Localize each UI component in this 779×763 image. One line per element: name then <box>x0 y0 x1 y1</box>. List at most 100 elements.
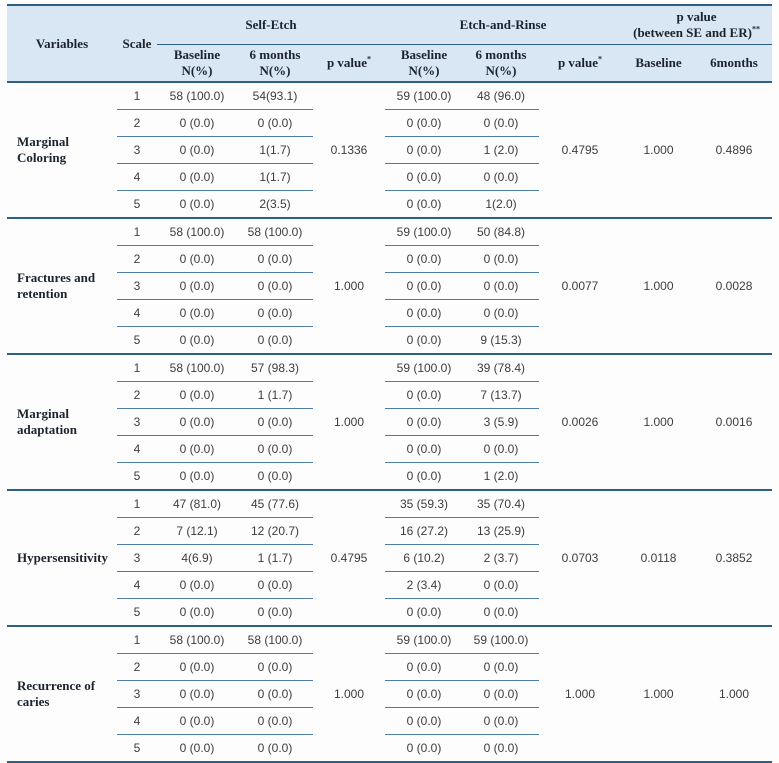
se-baseline-cell: 7 (12.1) <box>157 517 237 545</box>
se-p-value-cell: 1.000 <box>313 353 385 490</box>
table-row: Marginal Coloring 1 58 (100.0) 54(93.1) … <box>7 81 773 218</box>
se-6months-cell: 0 (0.0) <box>257 469 293 483</box>
se-6months-cell: 58 (100.0) <box>237 217 313 246</box>
between-6months-p-cell: 1.000 <box>696 625 773 762</box>
se-baseline-cell: 0 (0.0) <box>179 469 215 483</box>
se-6months-cell: 0 (0.0) <box>237 109 313 137</box>
se-6months-cell: 0 (0.0) <box>257 741 293 755</box>
scale-cell: 5 <box>133 469 141 483</box>
er-baseline-cell: 16 (27.2) <box>385 517 463 545</box>
scale-cell: 4 <box>117 571 157 599</box>
er-baseline-cell: 0 (0.0) <box>385 272 463 300</box>
se-baseline-cell: 0 (0.0) <box>157 680 237 708</box>
se-p-value-cell: 0.1336 <box>313 81 385 218</box>
scale-cell: 2 <box>117 517 157 545</box>
scale-cell: 5 <box>133 605 141 619</box>
scale-cell: 2 <box>117 245 157 273</box>
table-row: 2 0 (0.0) 0 (0.0) 0 (0.0) 0 (0.0) <box>7 653 772 681</box>
col-header-se-6months: 6 months N(%) <box>237 44 313 83</box>
table-row: 4 0 (0.0) 0 (0.0) 2 (3.4) 0 (0.0) <box>7 571 772 599</box>
er-baseline-cell: 2 (3.4) <box>385 571 463 599</box>
se-6months-cell: 45 (77.6) <box>237 489 313 518</box>
se-baseline-cell: 0 (0.0) <box>157 435 237 463</box>
scale-cell: 1 <box>117 217 157 246</box>
er-6months-cell: 13 (25.9) <box>463 517 539 545</box>
er-baseline-cell: 0 (0.0) <box>385 381 463 409</box>
scale-cell: 1 <box>117 489 157 518</box>
er-baseline-cell: 59 (100.0) <box>385 217 463 246</box>
er-baseline-cell: 35 (59.3) <box>385 489 463 518</box>
se-6months-cell: 1(1.7) <box>237 136 313 164</box>
table-body: Marginal Coloring 1 58 (100.0) 54(93.1) … <box>7 81 773 762</box>
variable-label: Marginal Coloring <box>7 81 117 218</box>
results-table-container: Variables Scale Self-Etch Etch-and-Rinse… <box>7 4 773 763</box>
scale-cell: 3 <box>117 544 157 572</box>
p-value-between-line1: p value <box>676 9 717 25</box>
er-6months-cell: 0 (0.0) <box>463 272 539 300</box>
group-header-etch-and-rinse: Etch-and-Rinse <box>385 4 622 45</box>
scale-cell: 3 <box>117 408 157 436</box>
table-row: 2 7 (12.1) 12 (20.7) 16 (27.2) 13 (25.9) <box>7 517 772 545</box>
se-baseline-cell: 58 (100.0) <box>157 625 237 654</box>
scale-cell: 3 <box>117 680 157 708</box>
er-6months-cell: 0 (0.0) <box>463 653 539 681</box>
clinical-results-table: Variables Scale Self-Etch Etch-and-Rinse… <box>7 4 773 763</box>
scale-cell: 2 <box>117 653 157 681</box>
er-6months-cell: 48 (96.0) <box>463 81 539 110</box>
se-baseline-cell: 0 (0.0) <box>179 333 215 347</box>
er-baseline-cell: 0 (0.0) <box>406 333 442 347</box>
se-baseline-cell: 58 (100.0) <box>157 217 237 246</box>
scale-cell: 4 <box>117 299 157 327</box>
p-value-label: p value <box>557 55 599 71</box>
er-baseline-cell: 0 (0.0) <box>406 469 442 483</box>
se-6months-cell: 57 (98.3) <box>237 353 313 382</box>
p-value-between-line2: (between SE and ER) <box>633 25 752 40</box>
er-p-value-cell: 1.000 <box>539 625 622 762</box>
se-6months-cell: 0 (0.0) <box>237 408 313 436</box>
col-header-between-baseline: Baseline <box>621 44 697 83</box>
se-6months-cell: 58 (100.0) <box>237 625 313 654</box>
scale-cell: 5 <box>133 333 141 347</box>
table-row: 2 0 (0.0) 0 (0.0) 0 (0.0) 0 (0.0) <box>7 245 772 273</box>
se-baseline-cell: 0 (0.0) <box>157 245 237 273</box>
er-baseline-cell: 0 (0.0) <box>385 680 463 708</box>
er-6months-cell: 1 (2.0) <box>463 136 539 164</box>
er-baseline-cell: 0 (0.0) <box>406 197 442 211</box>
table-row: 5 0 (0.0) 0 (0.0) 0 (0.0) 1 (2.0) <box>7 463 772 491</box>
table-row: Fractures and retention 1 58 (100.0) 58 … <box>7 217 773 354</box>
table-row: 4 0 (0.0) 1(1.7) 0 (0.0) 0 (0.0) <box>7 163 772 191</box>
table-row: 3 0 (0.0) 0 (0.0) 0 (0.0) 0 (0.0) <box>7 272 772 300</box>
between-6months-p-cell: 0.0028 <box>696 217 773 354</box>
table-row: 2 0 (0.0) 0 (0.0) 0 (0.0) 0 (0.0) <box>7 109 772 137</box>
col-header-er-baseline: Baseline N(%) <box>385 44 463 83</box>
er-6months-cell: 39 (78.4) <box>463 353 539 382</box>
group-header-p-value-between: p value (between SE and ER)** <box>621 4 773 45</box>
header-row-columns: Baseline N(%) 6 months N(%) p value* Bas… <box>7 44 773 83</box>
table-row: 3 4(6.9) 1 (1.7) 6 (10.2) 2 (3.7) <box>7 544 772 572</box>
se-baseline-cell: 0 (0.0) <box>179 605 215 619</box>
header-row-spanners: Variables Scale Self-Etch Etch-and-Rinse… <box>7 4 773 83</box>
er-6months-cell: 3 (5.9) <box>463 408 539 436</box>
variable-label: Marginal adaptation <box>7 353 117 490</box>
scale-cell: 1 <box>117 81 157 110</box>
er-baseline-cell: 0 (0.0) <box>385 435 463 463</box>
between-baseline-p-cell: 0.0118 <box>621 489 697 626</box>
er-p-value-cell: 0.0026 <box>539 353 622 490</box>
se-baseline-cell: 0 (0.0) <box>157 381 237 409</box>
se-6months-cell: 0 (0.0) <box>237 245 313 273</box>
group-header-self-etch: Self-Etch <box>157 4 385 45</box>
table-row: 5 0 (0.0) 2(3.5) 0 (0.0) 1(2.0) <box>7 191 772 219</box>
table-row: 3 0 (0.0) 0 (0.0) 0 (0.0) 0 (0.0) <box>7 680 772 708</box>
er-6months-cell: 7 (13.7) <box>463 381 539 409</box>
se-baseline-cell: 58 (100.0) <box>157 353 237 382</box>
er-6months-cell: 0 (0.0) <box>463 435 539 463</box>
between-baseline-p-cell: 1.000 <box>621 353 697 490</box>
between-baseline-p-cell: 1.000 <box>621 81 697 218</box>
variable-label: Recurrence of caries <box>7 625 117 762</box>
table-row: Hypersensitivity 1 47 (81.0) 45 (77.6) 0… <box>7 489 773 626</box>
se-6months-cell: 0 (0.0) <box>237 680 313 708</box>
scale-cell: 1 <box>117 353 157 382</box>
er-6months-cell: 0 (0.0) <box>463 245 539 273</box>
between-baseline-p-cell: 1.000 <box>621 217 697 354</box>
er-6months-cell: 0 (0.0) <box>463 163 539 191</box>
